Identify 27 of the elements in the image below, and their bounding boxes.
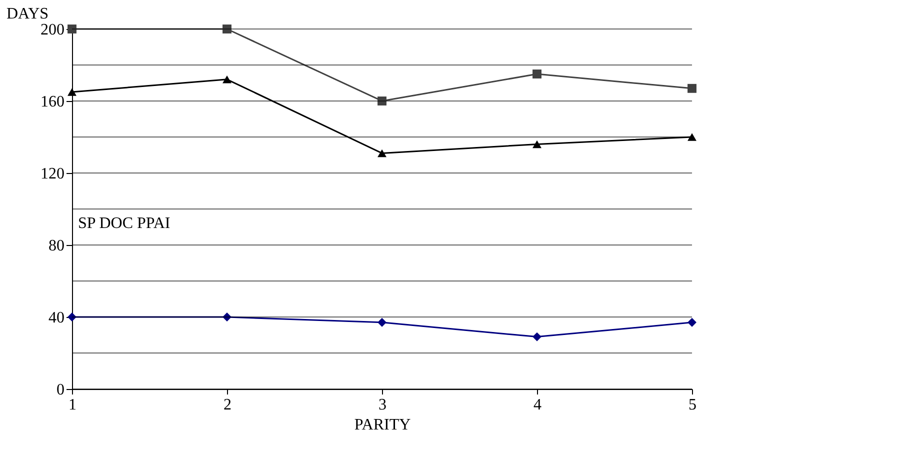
point	[532, 332, 542, 342]
y-tick-label: 120	[40, 166, 64, 182]
x-tick-label: 3	[378, 396, 386, 414]
point	[378, 318, 386, 327]
point	[688, 133, 696, 141]
point	[68, 88, 76, 96]
x-tick-label: 2	[224, 396, 232, 414]
point	[688, 84, 696, 93]
y-tick-label: 40	[48, 310, 64, 326]
y-tick-label: 0	[56, 382, 64, 398]
annotation: SP DOC PPAI	[78, 215, 170, 232]
point	[378, 149, 386, 158]
y-tick-label: 80	[48, 238, 64, 254]
x-axis-title: PARITY	[354, 416, 412, 434]
x-tick-label: 1	[68, 396, 76, 414]
point	[222, 24, 232, 34]
point	[222, 76, 232, 84]
x-tick-label: 4	[534, 396, 542, 414]
x-tick-label: 5	[688, 396, 696, 414]
y-tick-label: 200	[40, 22, 64, 38]
y-tick-label: 160	[40, 94, 64, 110]
y-axis-title: DAYS	[6, 6, 49, 22]
point	[688, 318, 696, 327]
point	[378, 96, 386, 106]
point	[222, 312, 232, 322]
point	[532, 140, 542, 148]
point	[532, 70, 542, 78]
